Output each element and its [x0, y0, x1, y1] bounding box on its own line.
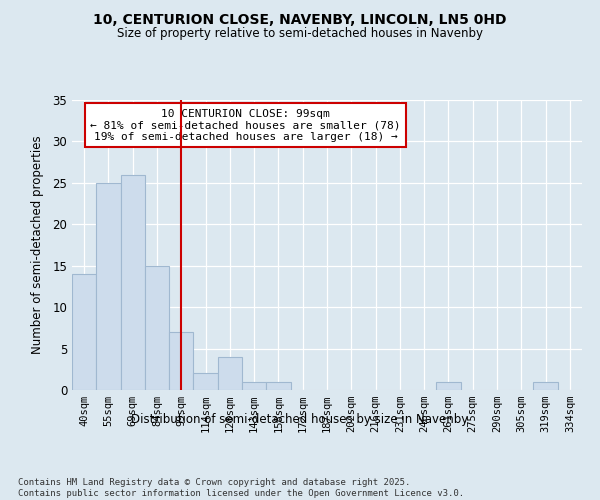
Bar [72, 274, 96, 390]
Bar [266, 382, 290, 390]
Bar [436, 382, 461, 390]
Text: Size of property relative to semi-detached houses in Navenby: Size of property relative to semi-detach… [117, 28, 483, 40]
Bar [533, 382, 558, 390]
Bar [145, 266, 169, 390]
Bar [193, 374, 218, 390]
Text: 10 CENTURION CLOSE: 99sqm
← 81% of semi-detached houses are smaller (78)
19% of : 10 CENTURION CLOSE: 99sqm ← 81% of semi-… [90, 108, 401, 142]
Bar [218, 357, 242, 390]
Text: 10, CENTURION CLOSE, NAVENBY, LINCOLN, LN5 0HD: 10, CENTURION CLOSE, NAVENBY, LINCOLN, L… [93, 12, 507, 26]
Bar [96, 183, 121, 390]
Text: Contains HM Land Registry data © Crown copyright and database right 2025.
Contai: Contains HM Land Registry data © Crown c… [18, 478, 464, 498]
Bar [169, 332, 193, 390]
Y-axis label: Number of semi-detached properties: Number of semi-detached properties [31, 136, 44, 354]
Bar [121, 174, 145, 390]
Bar [242, 382, 266, 390]
Text: Distribution of semi-detached houses by size in Navenby: Distribution of semi-detached houses by … [131, 412, 469, 426]
